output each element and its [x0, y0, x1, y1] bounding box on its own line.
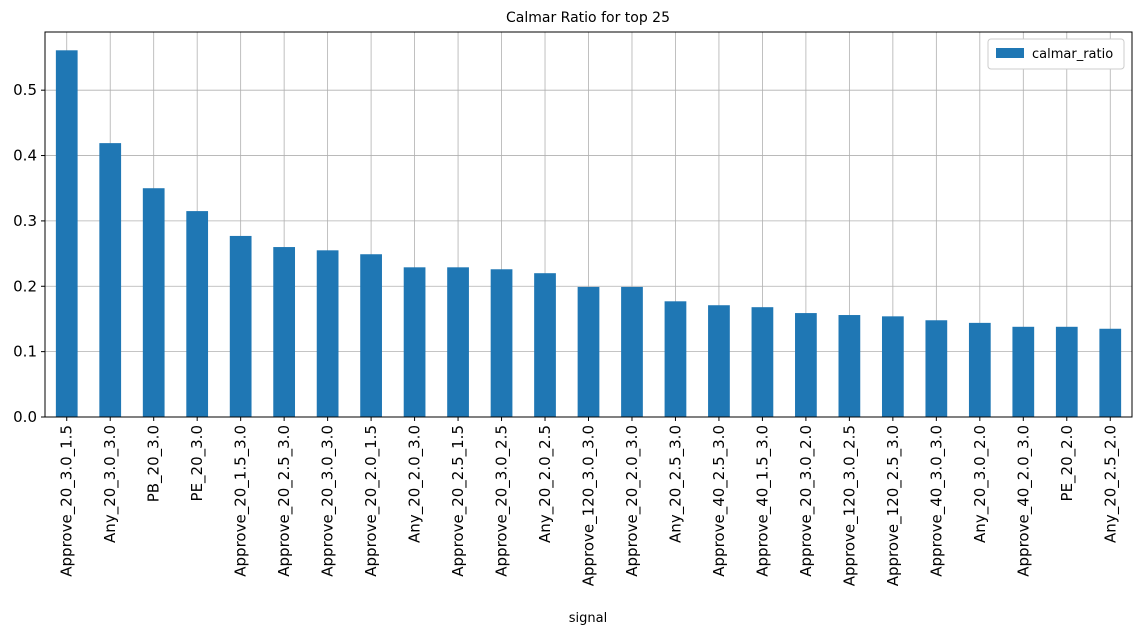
x-tick-label: Approve_20_2.5_3.0	[275, 425, 294, 577]
x-tick-label: Approve_20_2.0_3.0	[623, 425, 642, 577]
bar	[142, 188, 165, 417]
x-tick-label: Approve_40_3.0_3.0	[927, 425, 946, 577]
bar	[316, 250, 339, 417]
x-tick-label: PE_20_2.0	[1058, 425, 1077, 501]
x-tick-label: Approve_20_3.0_3.0	[319, 425, 338, 577]
bar	[447, 267, 469, 417]
x-tick-label: Approve_20_2.0_1.5	[362, 425, 381, 577]
x-tick-label: Approve_20_2.5_1.5	[449, 425, 468, 577]
bar	[1099, 328, 1122, 417]
legend-box	[987, 38, 1125, 70]
x-tick-label: Any_20_2.5_2.0	[1101, 425, 1120, 543]
x-tick-label: Approve_20_3.0_1.5	[58, 425, 77, 577]
bar	[534, 273, 556, 417]
x-tick-label: Any_20_2.0_3.0	[406, 425, 425, 543]
bar	[229, 235, 252, 417]
bar	[99, 143, 122, 417]
bar	[708, 305, 730, 417]
bar	[1055, 326, 1078, 417]
x-tick-label: Approve_20_3.0_2.5	[493, 425, 512, 577]
y-tick-label: 0.0	[13, 408, 37, 426]
x-tick-label: PB_20_3.0	[145, 425, 164, 502]
bar	[751, 307, 774, 417]
x-tick-label: Approve_120_3.0_2.5	[840, 425, 859, 586]
x-tick-label: PE_20_3.0	[188, 425, 207, 501]
chart-title: Calmar Ratio for top 25	[506, 10, 670, 26]
x-tick-label: Any_20_3.0_3.0	[101, 425, 120, 543]
bar	[838, 315, 861, 417]
y-tick-label: 0.3	[13, 212, 37, 230]
x-tick-label: Approve_120_2.5_3.0	[884, 425, 903, 586]
bar	[273, 247, 296, 417]
bar	[360, 254, 382, 417]
bar	[664, 301, 687, 417]
y-tick-label: 0.1	[13, 343, 37, 361]
x-tick-label: Approve_40_2.5_3.0	[710, 425, 729, 577]
bar	[968, 322, 991, 417]
bar	[795, 313, 817, 417]
y-tick-label: 0.4	[13, 147, 37, 165]
bar	[925, 320, 948, 417]
plot-frame	[44, 31, 1133, 418]
bar	[881, 316, 904, 417]
x-tick-label: Any_20_2.0_2.5	[536, 425, 555, 543]
legend-label: calmar_ratio	[1032, 47, 1113, 62]
x-tick-label: Approve_40_2.0_3.0	[1014, 425, 1033, 577]
x-axis-label: signal	[569, 611, 607, 626]
x-tick-label: Approve_40_1.5_3.0	[753, 425, 772, 577]
bar	[186, 211, 209, 417]
x-tick-label: Any_20_3.0_2.0	[971, 425, 990, 543]
bar	[55, 50, 78, 417]
legend-swatch	[996, 48, 1024, 58]
bar	[490, 269, 513, 417]
bar	[403, 267, 426, 417]
x-tick-label: Approve_20_3.0_2.0	[797, 425, 816, 577]
x-tick-label: Approve_20_1.5_3.0	[232, 425, 251, 577]
bar	[577, 286, 600, 417]
x-tick-label: Any_20_2.5_3.0	[666, 425, 685, 543]
y-tick-label: 0.2	[13, 277, 37, 295]
x-tick-label: Approve_120_3.0_3.0	[580, 425, 599, 586]
bar	[621, 286, 643, 417]
y-tick-label: 0.5	[13, 81, 37, 99]
bar	[1012, 326, 1035, 417]
